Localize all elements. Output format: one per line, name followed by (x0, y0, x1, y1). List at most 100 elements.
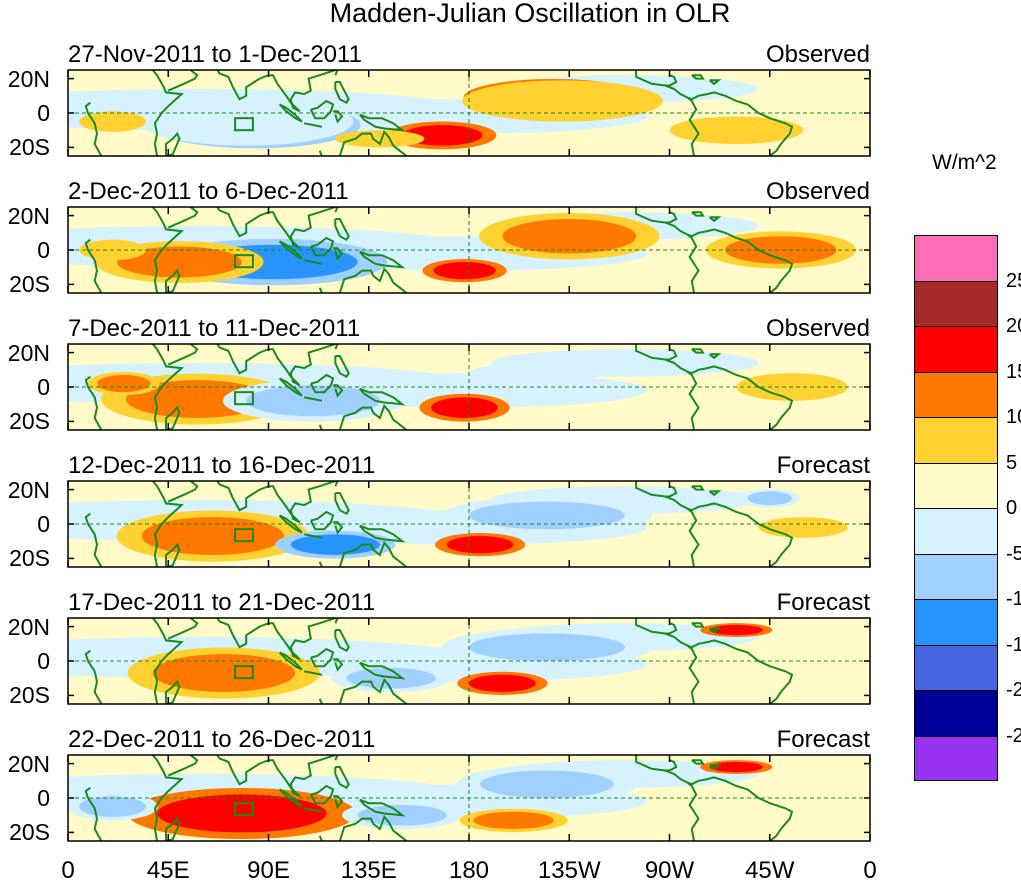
lat-tick-label: 0 (37, 237, 50, 263)
coastline (165, 405, 181, 430)
coastline (333, 658, 344, 672)
coastline (333, 247, 344, 261)
colorbar-swatch (914, 599, 998, 645)
anomaly-contour (462, 80, 663, 122)
coastline (334, 618, 339, 624)
coastline (691, 485, 705, 491)
lat-tick-label: 20N (7, 476, 50, 503)
colorbar-swatch (914, 690, 998, 736)
coastline (338, 540, 408, 567)
coastline (151, 755, 184, 841)
coastline (635, 70, 794, 156)
coastline (216, 70, 336, 113)
map-panel (67, 206, 871, 294)
coastline (278, 651, 303, 671)
map-panel (67, 343, 871, 431)
lon-tick-label: 135E (340, 857, 397, 884)
coastline (359, 524, 406, 543)
anomaly-contour (669, 116, 804, 144)
coastline (167, 344, 199, 366)
anomaly-contour (473, 811, 554, 829)
coastline (318, 698, 323, 704)
coastline (309, 647, 335, 668)
coastline (303, 533, 323, 539)
colorbar-swatch (914, 508, 998, 554)
coastline (165, 131, 181, 156)
coastline (84, 101, 103, 156)
coastline (665, 759, 678, 772)
coastline (691, 348, 705, 354)
lat-tick-label: 0 (37, 100, 50, 126)
coastline (334, 481, 339, 487)
coastline (333, 521, 344, 535)
coastline (303, 259, 323, 265)
lat-tick-label: 20S (9, 408, 50, 435)
coastline (338, 403, 408, 430)
anomaly-contour (346, 667, 436, 689)
coastline (635, 481, 794, 567)
coastline (278, 788, 303, 808)
lon-tick-label: 45W (745, 857, 795, 884)
lat-tick-label: 20N (7, 202, 50, 229)
coastline (167, 207, 199, 229)
panel-type-label: Forecast (776, 589, 870, 616)
coastline (278, 103, 303, 123)
panel-type-label: Forecast (776, 452, 870, 479)
coastline (84, 238, 103, 293)
lon-tick-label: 90W (644, 857, 695, 884)
coastline (691, 74, 705, 80)
coastline (151, 344, 184, 430)
coastline (708, 353, 722, 360)
lat-tick-label: 20S (9, 819, 50, 846)
panel-type-label: Observed (765, 41, 870, 68)
coastline (635, 344, 794, 430)
anomaly-contour (335, 130, 425, 148)
colorbar-swatch (914, 235, 998, 281)
lat-tick-label: 20S (9, 271, 50, 298)
coastline (686, 96, 700, 156)
coastline (708, 764, 722, 771)
coastline (334, 81, 350, 105)
coastline (338, 677, 408, 704)
anomaly-field (68, 481, 848, 567)
anomaly-contour (725, 236, 837, 264)
coastline (334, 207, 339, 213)
anomaly-contour (469, 674, 536, 692)
coastline (708, 79, 722, 86)
colorbar-swatch (914, 417, 998, 463)
coastline (334, 755, 339, 761)
coastline (665, 348, 678, 361)
coastline (686, 781, 700, 841)
coastline (691, 622, 705, 628)
anomaly-contour (246, 385, 380, 417)
coastline (338, 129, 408, 156)
anomaly-field (68, 755, 794, 841)
units-label: W/m^2 (932, 151, 997, 174)
coastline (338, 266, 408, 293)
coastline (333, 795, 344, 809)
lon-tick-label: 180 (448, 857, 490, 884)
coastline (84, 649, 103, 704)
colorbar-swatch (914, 462, 998, 508)
coastline (303, 396, 323, 402)
lat-tick-label: 20S (9, 134, 50, 161)
coastline (318, 561, 323, 567)
index-box (234, 802, 254, 817)
lat-tick-label: 0 (37, 374, 50, 400)
coastline (334, 492, 350, 516)
coastline (333, 384, 344, 398)
coastline (708, 627, 722, 634)
lat-tick-label: 20N (7, 65, 50, 92)
anomaly-contour (157, 794, 327, 833)
coastline (303, 670, 323, 676)
coastline (708, 216, 722, 223)
anomaly-contour (468, 362, 603, 384)
coastline (167, 481, 199, 503)
coastline (151, 618, 184, 704)
coastline (333, 110, 344, 124)
anomaly-contour (433, 262, 496, 280)
coastline (167, 70, 199, 92)
coastline (165, 542, 181, 567)
coastline (691, 759, 705, 765)
coastline (216, 755, 336, 798)
